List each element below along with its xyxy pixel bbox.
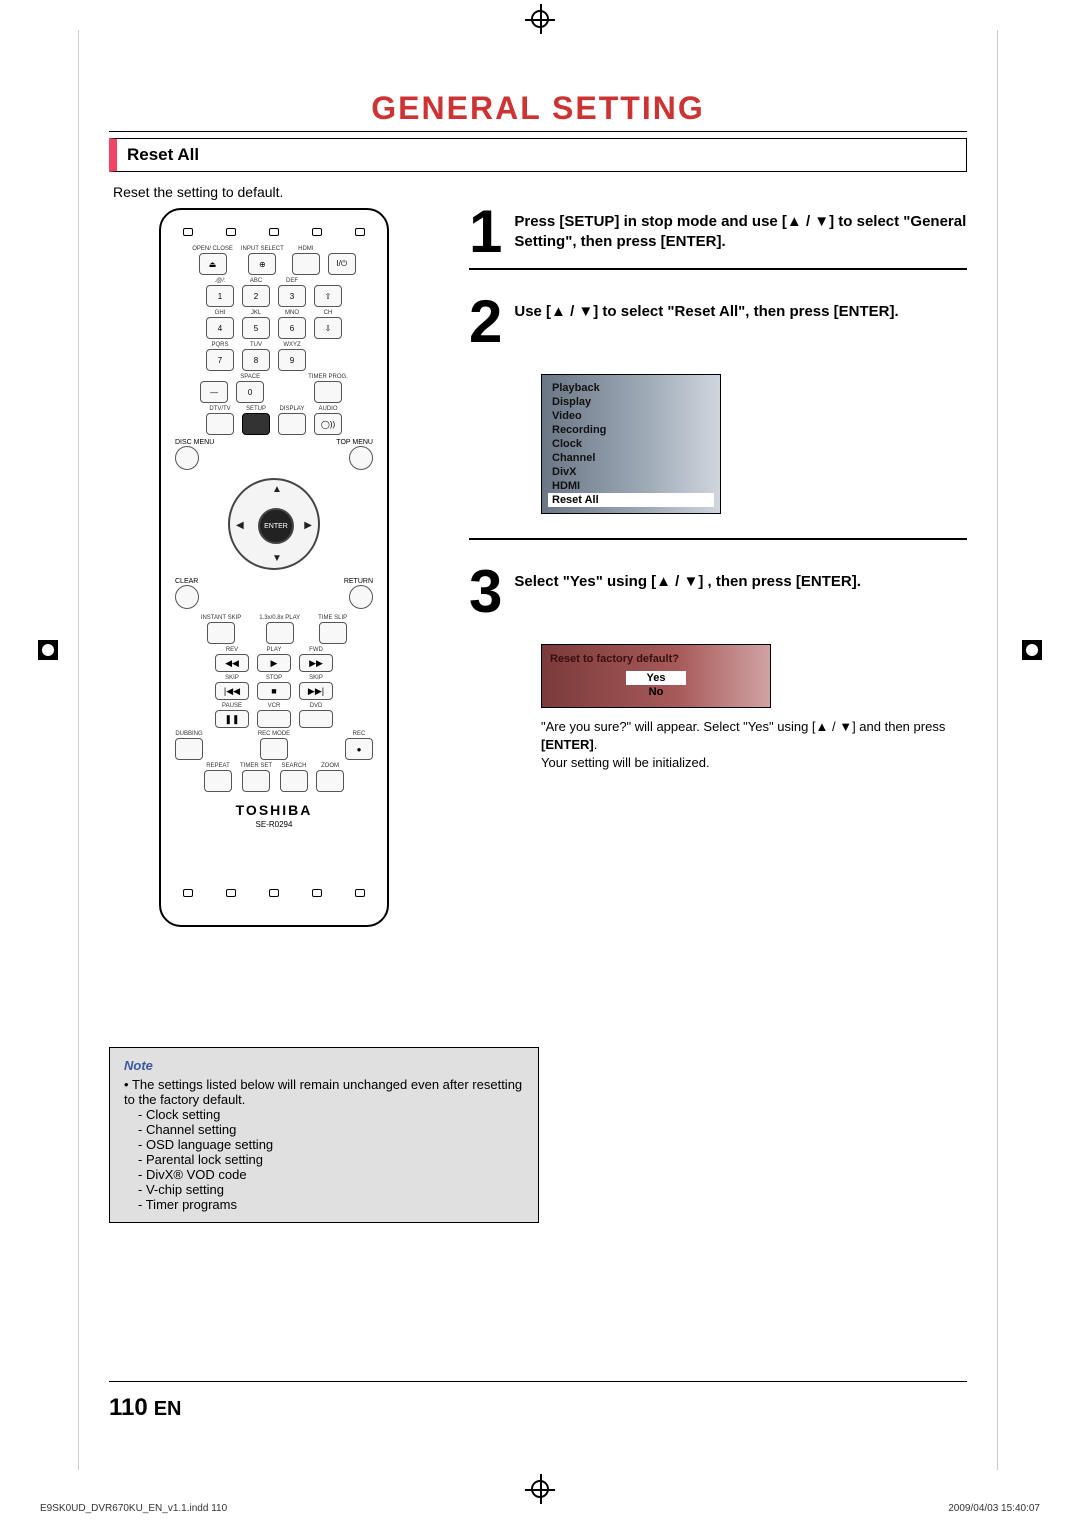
speed-play-button xyxy=(266,622,294,644)
title-rule xyxy=(109,131,967,132)
print-registration-right xyxy=(1022,640,1042,660)
ch-down-button: ⇩ xyxy=(314,317,342,339)
print-registration-left xyxy=(38,640,58,660)
note-item: - Clock setting xyxy=(138,1107,524,1122)
return-button xyxy=(349,585,373,609)
step-text: Use [▲ / ▼] to select "Reset All", then … xyxy=(514,298,898,322)
disc-menu-button xyxy=(175,446,199,470)
timer-set-button xyxy=(242,770,270,792)
right-arrow-icon: ▶ xyxy=(304,520,312,531)
dialog-option: No xyxy=(550,685,762,699)
page-title: GENERAL SETTING xyxy=(109,90,967,127)
bottom-rule xyxy=(109,1381,967,1382)
note-item: - Channel setting xyxy=(138,1122,524,1137)
input-select-button: ⊕ xyxy=(248,253,276,275)
step-number: 1 xyxy=(469,208,502,256)
display-button xyxy=(278,413,306,435)
dialog-title: Reset to factory default? xyxy=(550,653,762,665)
footer-right: 2009/04/03 15:40:07 xyxy=(948,1503,1040,1514)
dubbing-button xyxy=(175,738,203,760)
vcr-button xyxy=(257,710,291,728)
time-slip-button xyxy=(319,622,347,644)
remote-model: SE-R0294 xyxy=(169,820,379,829)
page-content: GENERAL SETTING Reset All Reset the sett… xyxy=(78,30,998,1470)
step-number: 3 xyxy=(469,568,502,616)
rev-button: ◀◀ xyxy=(215,654,249,672)
remote-diagram: OPEN/ CLOSE⏏ INPUT SELECT⊕ HDMI I/⏻ .@/:… xyxy=(159,208,389,927)
rec-button: ● xyxy=(345,738,373,760)
step-text: Select "Yes" using [▲ / ▼] , then press … xyxy=(514,568,861,592)
dialog-option-selected: Yes xyxy=(626,671,686,685)
timer-prog-button xyxy=(314,381,342,403)
clear-button xyxy=(175,585,199,609)
osd-dialog: Reset to factory default? Yes No xyxy=(541,644,771,708)
print-registration-bottom xyxy=(531,1480,549,1498)
nav-ring: ▲ ▼ ◀ ▶ ENTER xyxy=(228,478,320,570)
skip-fwd-button: ▶▶| xyxy=(299,682,333,700)
open-close-button: ⏏ xyxy=(199,253,227,275)
zoom-button xyxy=(316,770,344,792)
step-text: Press [SETUP] in stop mode and use [▲ / … xyxy=(514,208,967,251)
step-followup: "Are you sure?" will appear. Select "Yes… xyxy=(541,718,967,773)
remote-top-dots xyxy=(169,228,379,236)
skip-back-button: |◀◀ xyxy=(215,682,249,700)
remote-brand: TOSHIBA xyxy=(169,802,379,818)
osd-menu: Playback Display Video Recording Clock C… xyxy=(541,374,721,514)
dtv-tv-button xyxy=(206,413,234,435)
left-arrow-icon: ◀ xyxy=(236,520,244,531)
play-button: ▶ xyxy=(257,654,291,672)
power-button: I/⏻ xyxy=(328,253,356,275)
footer-left: E9SK0UD_DVR670KU_EN_v1.1.indd 110 xyxy=(40,1503,227,1514)
note-item: - OSD language setting xyxy=(138,1137,524,1152)
section-heading: Reset All xyxy=(109,138,967,172)
pause-button: ❚❚ xyxy=(215,710,249,728)
note-item: - DivX® VOD code xyxy=(138,1167,524,1182)
note-item: - Timer programs xyxy=(138,1197,524,1212)
hdmi-button xyxy=(292,253,320,275)
section-intro: Reset the setting to default. xyxy=(113,184,967,200)
repeat-button xyxy=(204,770,232,792)
step-3: 3 Select "Yes" using [▲ / ▼] , then pres… xyxy=(469,568,967,773)
enter-button: ENTER xyxy=(258,508,294,544)
dvd-button xyxy=(299,710,333,728)
setup-button xyxy=(242,413,270,435)
instant-skip-button xyxy=(207,622,235,644)
note-item: - V-chip setting xyxy=(138,1182,524,1197)
up-arrow-icon: ▲ xyxy=(272,484,282,495)
print-registration-top xyxy=(531,10,549,28)
note-lead: The settings listed below will remain un… xyxy=(124,1077,522,1107)
stop-button: ■ xyxy=(257,682,291,700)
rec-mode-button xyxy=(260,738,288,760)
fwd-button: ▶▶ xyxy=(299,654,333,672)
step-2: 2 Use [▲ / ▼] to select "Reset All", the… xyxy=(469,298,967,540)
top-menu-button xyxy=(349,446,373,470)
print-footer: E9SK0UD_DVR670KU_EN_v1.1.indd 110 2009/0… xyxy=(40,1503,1040,1514)
step-number: 2 xyxy=(469,298,502,346)
menu-selected: Reset All xyxy=(548,493,714,507)
page-number: 110EN xyxy=(109,1394,182,1422)
down-arrow-icon: ▼ xyxy=(272,553,282,564)
note-heading: Note xyxy=(124,1058,524,1073)
remote-bottom-dots xyxy=(169,889,379,897)
note-item: - Parental lock setting xyxy=(138,1152,524,1167)
step-1: 1 Press [SETUP] in stop mode and use [▲ … xyxy=(469,208,967,270)
audio-button: ◯)) xyxy=(314,413,342,435)
search-button xyxy=(280,770,308,792)
ch-up-button: ⇧ xyxy=(314,285,342,307)
